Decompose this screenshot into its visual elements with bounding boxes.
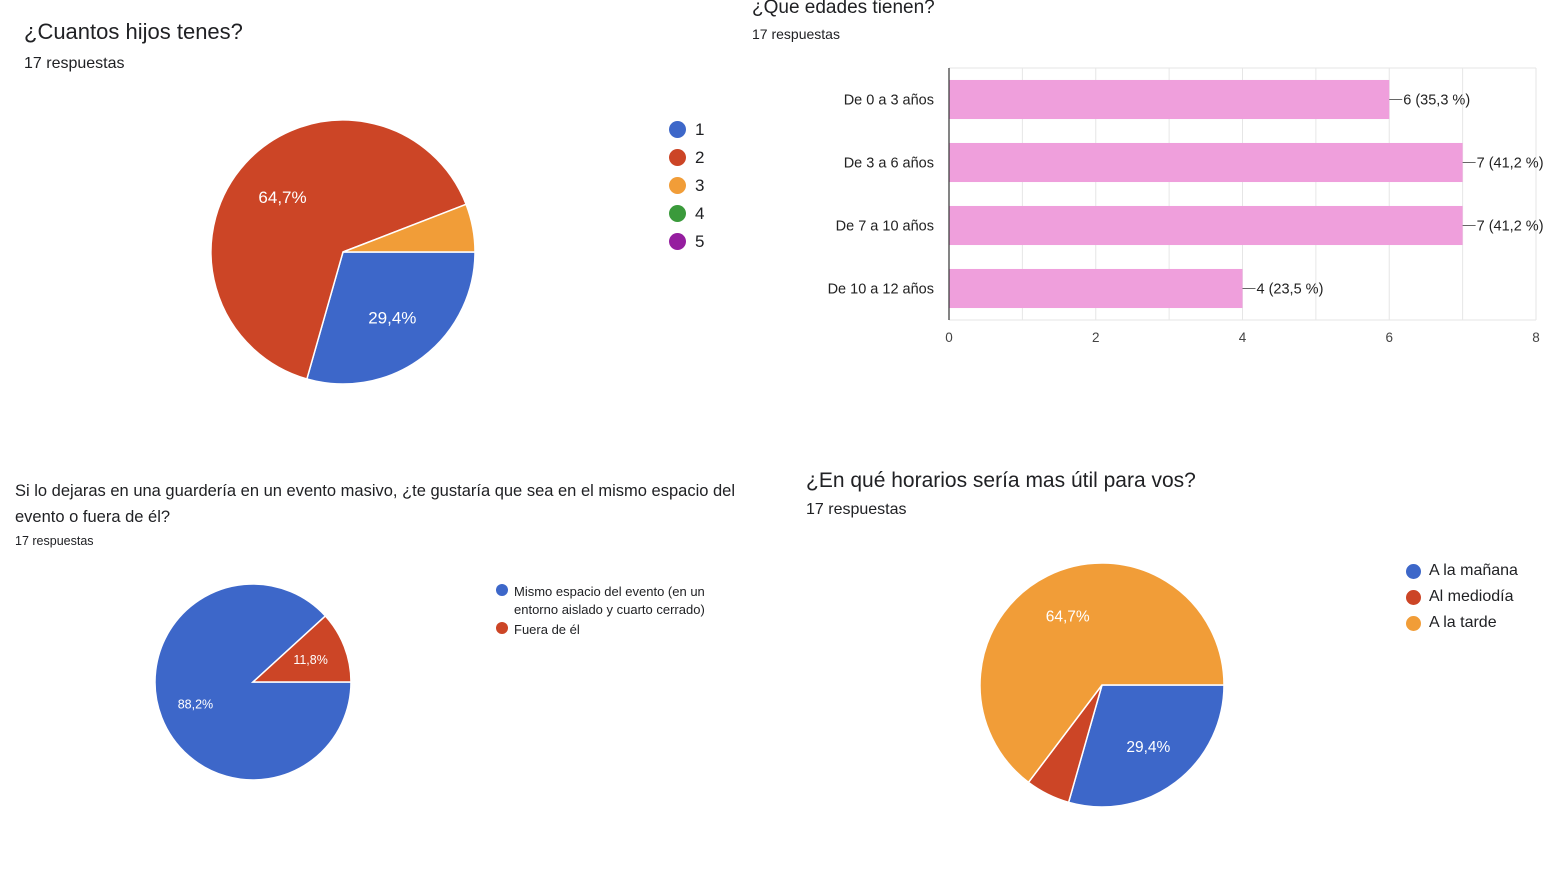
pie-chart: 88,2% 11,8%	[154, 583, 352, 781]
legend-dot-icon	[669, 121, 686, 139]
legend-label: A la mañana	[1429, 562, 1518, 579]
response-count: 17 respuestas	[752, 26, 840, 42]
data-label: 6 (35,3 %)	[1403, 93, 1470, 109]
data-label: 7 (41,2 %)	[1477, 219, 1544, 235]
legend-item[interactable]: 3	[669, 176, 704, 196]
data-label: 7 (41,2 %)	[1477, 156, 1544, 172]
pie-slice-1	[1067, 684, 1225, 808]
category-label: De 7 a 10 años	[836, 219, 934, 235]
x-tick-label: 8	[1532, 330, 1540, 345]
legend-item[interactable]: Fuera de él	[496, 621, 580, 639]
category-label: De 0 a 3 años	[844, 93, 934, 109]
legend-item[interactable]: Mismo espacio del evento (en un entorno a…	[496, 583, 705, 619]
x-tick-label: 4	[1239, 330, 1247, 345]
legend-item[interactable]: 1	[669, 120, 704, 140]
legend-label: 2	[695, 148, 705, 167]
x-tick-label: 6	[1385, 330, 1393, 345]
response-count: 17 respuestas	[15, 534, 94, 548]
slice-label: 64,7%	[258, 188, 306, 207]
legend-item[interactable]: 2	[669, 148, 704, 168]
bar	[949, 142, 1463, 183]
legend-dot-icon	[669, 205, 686, 223]
legend-dot-icon	[496, 622, 508, 635]
legend-dot-icon	[1406, 615, 1421, 631]
legend-dot-icon	[1406, 563, 1421, 579]
pie-slice-3	[979, 562, 1225, 784]
chart-title: ¿En qué horarios sería mas útil para vos…	[806, 469, 1196, 492]
chart-panel-edades: ¿Que edades tienen? 17 respuestas 0 2 4 6 8 D…	[752, 0, 1558, 440]
chart-title-line-1: Si lo dejaras en una guardería en un eve…	[15, 482, 736, 500]
legend-label: Fuera de él	[514, 622, 580, 637]
x-tick-label: 0	[945, 330, 953, 345]
bar	[949, 268, 1243, 309]
legend-dot-icon	[669, 149, 686, 167]
pie-slice-2	[251, 614, 352, 683]
x-tick-label: 2	[1092, 330, 1100, 345]
chart-panel-horarios: ¿En qué horarios sería mas útil para vos…	[790, 450, 1558, 874]
pie-chart: 29,4% 64,7%	[210, 119, 476, 385]
legend-item[interactable]: Al mediodía	[1406, 588, 1514, 606]
slice-label: 29,4%	[368, 308, 416, 327]
legend-item[interactable]: A la mañana	[1406, 562, 1518, 580]
legend-item[interactable]: A la tarde	[1406, 614, 1497, 632]
pie-slice-1	[305, 251, 476, 385]
response-count: 17 respuestas	[806, 501, 907, 518]
legend-dot-icon	[669, 177, 686, 195]
bar	[949, 79, 1390, 120]
legend-label: 1	[695, 120, 705, 139]
chart-title: ¿Cuantos hijos tenes?	[24, 19, 243, 44]
data-label: 4 (23,5 %)	[1257, 282, 1324, 298]
bar-chart: 0 2 4 6 8 De 0 a 3 años 6 (35,3 %) De 3 a 6 año…	[828, 67, 1544, 345]
legend-item[interactable]: 4	[669, 204, 704, 224]
bar	[949, 205, 1463, 246]
category-label: De 10 a 12 años	[828, 282, 934, 298]
chart-panel-guarderia: Si lo dejaras en una guardería en un eve…	[0, 450, 790, 874]
pie-chart: 29,4% 64,7%	[979, 562, 1225, 808]
pie-slice-2	[210, 119, 468, 380]
legend-dot-icon	[1406, 589, 1421, 605]
pie-slice-1	[154, 583, 352, 781]
pie-slice-3	[342, 203, 476, 253]
legend-label: 4	[695, 204, 705, 223]
chart-title: ¿Que edades tienen?	[752, 0, 935, 18]
chart-panel-hijos: ¿Cuantos hijos tenes? 17 respuestas 29,4…	[0, 0, 760, 440]
legend-dot-icon	[496, 584, 508, 597]
slice-label: 88,2%	[178, 698, 213, 712]
slice-label: 11,8%	[293, 653, 328, 667]
legend-item[interactable]: 5	[669, 232, 704, 252]
response-count: 17 respuestas	[24, 55, 125, 72]
slice-label: 64,7%	[1046, 609, 1090, 626]
category-label: De 3 a 6 años	[844, 156, 934, 172]
slice-label: 29,4%	[1126, 739, 1170, 756]
chart-title-line-2: evento o fuera de él?	[15, 508, 171, 526]
legend-label: 3	[695, 176, 705, 195]
legend-label: Al mediodía	[1429, 588, 1514, 605]
legend-dot-icon	[669, 233, 686, 251]
legend-label: 5	[695, 232, 705, 251]
legend-label: Mismo espacio del evento (en un entorno a…	[514, 584, 705, 617]
legend-label: A la tarde	[1429, 614, 1497, 631]
